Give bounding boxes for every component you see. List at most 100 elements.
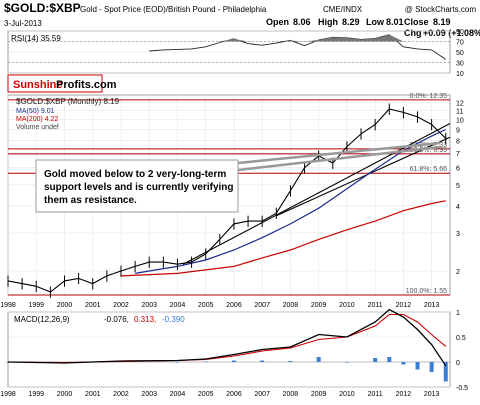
price-line [7,108,447,293]
price-x-tick-label: 2013 [424,302,440,309]
rsi-tick-label: 10 [456,71,464,78]
stockcharts-watermark: @ StockCharts.com [405,5,477,14]
macd-x-tick-label: 2004 [170,391,186,398]
price-x-tick-label: 1998 [0,302,16,309]
chg-label: Chg [404,28,422,38]
rsi-tick-label: 50 [456,50,464,57]
macd-x-tick-label: 2005 [198,391,214,398]
macd-histogram-bar [316,357,321,362]
low-value: 8.01 [386,17,404,27]
fib-level-label: 50.0%: 6.95 [410,147,447,154]
price-x-tick-label: 2007 [254,302,270,309]
macd-histogram-bar [344,362,349,363]
rsi-label: RSI(14) 35.59 [11,34,61,43]
rsi-layer: 10 30 50 70 90 [8,29,464,78]
chart-exchange: CME/INDX [323,5,363,14]
high-label: High [318,17,338,27]
price-x-tick-label: 2000 [57,302,73,309]
macd-histogram-bar [203,361,208,363]
chart-date: 3-Jul-2013 [4,19,42,28]
chart-description: Gold - Spot Price (EOD)/British Pound - … [80,5,267,14]
macd-line [7,308,447,367]
chart-symbol: $GOLD:$XBP [4,1,81,15]
macd-histogram-bar [415,362,420,370]
macd-x-tick-label: 2011 [368,391,383,398]
logo-sunshine: Sunshine [13,79,63,91]
chg-value: +0.09 (+1.08%) [423,28,480,38]
price-x-tick-label: 2004 [170,302,186,309]
macd-x-tick-label: 2009 [311,391,327,398]
fib-level-label: 61.8%: 5.66 [410,166,447,173]
price-tick-label: 6 [456,166,460,173]
macd-x-tick-label: 2008 [283,391,299,398]
price-x-tick-label: 2011 [368,302,383,309]
open-value: 8.06 [293,17,311,27]
macd-histogram-bar [387,357,392,362]
annotation-line-1: Gold moved below to 2 very-long-term [44,169,226,180]
close-label: Close [404,17,429,27]
macd-histogram-bar [288,361,293,362]
price-x-tick-label: 2005 [198,302,214,309]
rsi-tick-label: 70 [456,40,464,47]
price-tick-label: 8 [456,139,460,146]
price-tick-label: 10 [456,118,464,125]
macd-histogram-bar [260,360,265,362]
macd-x-tick-label: 2012 [396,391,412,398]
annotation-line-2: support levels and is currently verifyin… [44,182,234,193]
price-tick-label: 5 [456,183,460,190]
macd-histogram-bar [401,362,406,365]
macd-x-tick-label: 2007 [254,391,270,398]
annotation-pointer-2 [237,145,441,172]
ma200-line [120,200,446,277]
price-tick-label: 9 [456,128,460,135]
macd-value: -0.076, [104,315,129,324]
macd-x-tick-label: 2013 [424,391,440,398]
price-tick-label: 11 [456,109,463,116]
price-tick-label: 7 [456,151,460,158]
price-tick-label: 3 [456,231,460,238]
price-tick-label: 4 [456,204,460,211]
price-legend-ma50: MA(50) 9.01 [16,108,55,115]
macd-x-tick-label: 2001 [85,391,101,398]
close-value: 8.19 [433,17,451,27]
open-label: Open [266,17,289,27]
macd-tick-label: -0.5 [456,385,468,392]
rsi-tick-label: 90 [456,29,464,36]
annotation-pointer-1 [237,141,441,165]
macd-histogram-bar [429,362,434,372]
macd-histogram-value: -0.390 [162,315,185,324]
macd-signal-value: 0.313, [134,315,156,324]
fib-level-label: 100.0%: 1.55 [406,288,447,295]
price-x-tick-label: 2003 [141,302,157,309]
sunshine-profits-logo: Sunshine Profits.com [7,74,117,93]
price-tick-label: 12 [456,101,464,108]
price-x-tick-label: 1999 [28,302,44,309]
macd-x-tick-label: 2002 [113,391,129,398]
price-legend-volume: Volume undef [16,124,59,131]
macd-x-tick-label: 1998 [0,391,16,398]
rsi-tick-label: 30 [456,61,464,68]
macd-histogram-bar [175,362,180,363]
macd-x-tick-label: 2006 [226,391,242,398]
macd-histogram-bar [231,360,236,362]
price-x-tick-label: 2006 [226,302,242,309]
macd-x-tick-label: 2003 [141,391,157,398]
macd-label: MACD(12,26,9) [14,315,70,324]
price-legend-main: $GOLD:$XBP (Monthly) 8.19 [16,97,120,106]
price-tick-label: 2 [456,269,460,276]
macd-x-tick-label: 2010 [339,391,355,398]
price-x-tick-label: 2012 [396,302,412,309]
macd-tick-label: 1 [456,310,460,317]
macd-layer: -0.5 0 0.5 1 [6,308,468,392]
price-x-tick-label: 2002 [113,302,129,309]
macd-histogram-bar [443,362,448,382]
price-x-tick-label: 2008 [283,302,299,309]
macd-tick-label: 0.5 [456,335,466,342]
fib-level-label: 0.0%: 12.35 [410,93,447,100]
price-x-tick-label: 2009 [311,302,327,309]
axis-layer: 1998 1998 1999 1999 2000 2000 2001 2001 2002 2002… [0,302,439,398]
macd-tick-label: 0 [456,360,460,367]
low-label: Low [366,17,385,27]
